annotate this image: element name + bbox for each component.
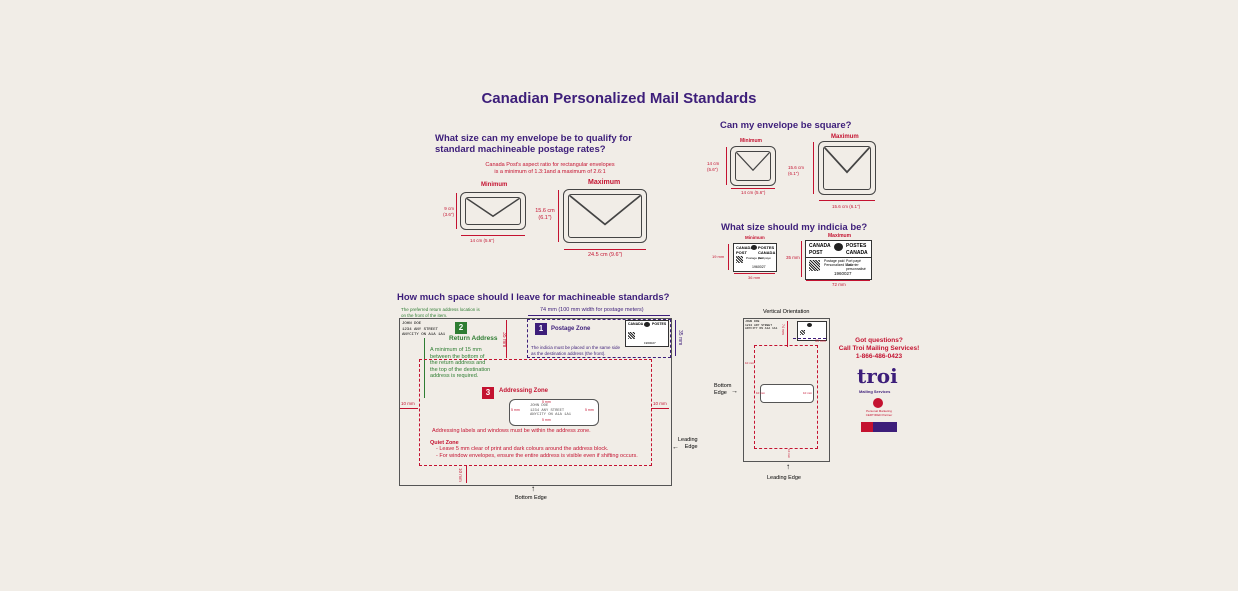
space-heading: How much space should I leave for machin…: [397, 292, 670, 303]
leading-edge-label: Leading Edge: [678, 437, 698, 450]
postage-zone: [527, 319, 671, 358]
right-10mm-label: 10 mm: [653, 401, 667, 406]
quiet-zone-title: Quiet Zone: [430, 440, 459, 446]
indicia-min: CANADA POSTES POST CANADA Postage paid P…: [733, 243, 777, 272]
max-height-arrow: [558, 190, 559, 242]
addressing-zone: [419, 359, 652, 466]
indicia-max-width-arrow: [806, 280, 870, 281]
vertical-return-address: JOHN DOE 1234 ANY STREET ANYCITY ON A1A …: [745, 320, 778, 330]
vertical-envelope: [743, 318, 830, 462]
machineable-envelope: [399, 318, 672, 486]
indicia-max: CANADA POSTES POST CANADA Postage paid P…: [805, 240, 872, 280]
square-max-height: 15.6 cm (6.1"): [788, 165, 805, 176]
min-width-arrow: [461, 235, 525, 236]
indicia-heading: What size should my indicia be?: [721, 222, 868, 233]
postage-height-label: 35 mm: [677, 330, 683, 346]
size-heading: What size can my envelope be to qualify …: [435, 133, 632, 155]
return-note: The preferred return address location is…: [401, 307, 480, 318]
bottom-edge-label: Bottom Edge: [515, 495, 547, 501]
quiet-zone-text: - Leave 5 mm clear of print and dark col…: [436, 446, 638, 459]
postage-indicia: CANADA POSTES 1960027: [625, 320, 669, 347]
barcode-icon: [800, 330, 805, 335]
certified-badge-icon: [873, 398, 883, 408]
square-max-width: 15.6 cm (6.1"): [832, 204, 861, 209]
troi-subtitle: Mailing Services: [859, 389, 891, 394]
max-label: Maximum: [588, 179, 621, 186]
vertical-leading-edge: Leading Edge: [767, 475, 801, 481]
canada-post-logo-icon: [807, 323, 812, 327]
addressing-zone-text: Addressing labels and windows must be wi…: [432, 428, 591, 434]
square-max-label: Maximum: [831, 134, 859, 140]
postage-height-arrow: [675, 320, 676, 356]
arrow-left-icon: ←: [672, 444, 679, 451]
return-address-title: Return Address: [449, 335, 498, 342]
envelope-max: [563, 189, 647, 243]
min-width-label: 14 cm (5.6"): [470, 238, 495, 243]
address-window: [509, 399, 599, 426]
zone-2-badge: 2: [455, 322, 467, 334]
canada-post-flag-icon: [861, 422, 897, 432]
envelope-min: [460, 192, 526, 230]
vertical-indicia: [797, 321, 827, 341]
indicia-max-label: Maximum: [828, 233, 852, 239]
aspect-note: Canada Post's aspect ratio for rectangul…: [485, 162, 615, 175]
min-label: Minimum: [481, 182, 508, 188]
square-envelope-min: [730, 146, 776, 186]
canada-post-logo-icon: [834, 243, 843, 251]
arrow-right-icon: →: [731, 388, 738, 395]
vertical-bottom-edge: Bottom Edge: [714, 383, 732, 396]
bottom-10mm-label: 10 mm: [458, 468, 463, 482]
barcode-icon: [809, 260, 820, 271]
indicia-min-height-arrow: [728, 244, 729, 270]
indicia-max-width: 72 mm: [832, 282, 846, 287]
indicia-min-label: Minimum: [745, 235, 765, 240]
indicia-min-height: 19 mm: [712, 254, 725, 259]
postage-zone-text: The indicia must be placed on the same s…: [531, 345, 621, 356]
vertical-addressing-zone: [754, 345, 818, 449]
return-35mm-arrow: [506, 320, 507, 358]
addressing-zone-title: Addressing Zone: [499, 388, 549, 394]
zone-1-badge: 1: [535, 323, 547, 335]
square-max-height-arrow: [813, 142, 814, 194]
canada-post-logo-icon: [644, 322, 650, 327]
return-spacing-arrow: [424, 338, 425, 398]
troi-logo: troi: [857, 364, 898, 388]
arrow-up-icon: ↑: [786, 462, 790, 471]
vertical-address-window: [760, 384, 814, 403]
indicia-max-height-arrow: [801, 241, 802, 277]
square-heading: Can my envelope be square?: [720, 120, 852, 131]
arrow-up-icon: ↑: [531, 484, 535, 493]
min-height-label: 9 cm (3.6"): [443, 206, 454, 217]
return-35mm-label: 35 mm: [501, 332, 507, 348]
indicia-min-width-arrow: [734, 273, 775, 274]
return-address: JOHN DOE 1234 ANY STREET ANYCITY ON A1A …: [402, 322, 446, 337]
vertical-title: Vertical Orientation: [763, 309, 810, 315]
certified-text: Personal Marketing CERTIFIED Partner: [865, 409, 893, 417]
page-title: Canadian Personalized Mail Standards: [481, 90, 757, 107]
square-min-width: 14 cm (5.6"): [741, 190, 766, 195]
barcode-icon: [736, 256, 743, 263]
postage-zone-title: Postage Zone: [551, 326, 591, 332]
zone-3-badge: 3: [482, 387, 494, 399]
square-min-height: 14 cm (5.6"): [707, 161, 720, 172]
postage-width-label: 74 mm (100 mm width for postage meters): [540, 307, 644, 313]
min-height-arrow: [456, 193, 457, 229]
barcode-icon: [628, 332, 635, 339]
square-envelope-max: [818, 141, 876, 195]
max-height-label: 15.6 cm (6.1"): [535, 208, 555, 221]
max-width-label: 24.5 cm (9.6"): [588, 252, 623, 258]
square-min-height-arrow: [726, 147, 727, 185]
square-min-label: Minimum: [740, 138, 762, 144]
canada-post-logo-icon: [751, 245, 757, 250]
contact-block: Got questions? Call Troi Mailing Service…: [838, 337, 920, 360]
return-address-text: A minimum of 15 mm between the bottom of…: [430, 347, 491, 379]
square-max-width-arrow: [819, 200, 875, 201]
left-10mm-label: 10 mm: [401, 401, 415, 406]
indicia-min-width: 36 mm: [748, 275, 761, 280]
indicia-max-height: 35 mm: [786, 255, 800, 260]
postage-width-arrow: [528, 315, 670, 316]
max-width-arrow: [564, 249, 646, 250]
destination-address: JOHN DOE 1234 ANY STREET ANYCITY ON A1A …: [530, 404, 572, 417]
square-min-width-arrow: [731, 188, 775, 189]
